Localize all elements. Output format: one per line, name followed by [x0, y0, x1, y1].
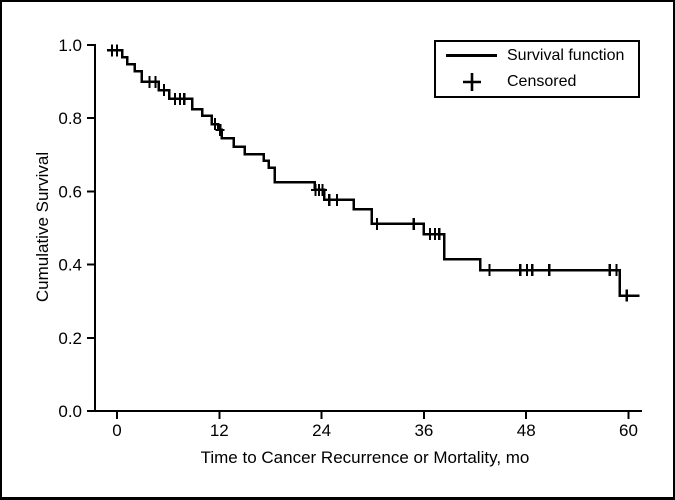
- line-marker-icon: [436, 54, 507, 58]
- legend-item-censored: Censored: [436, 70, 638, 95]
- legend-item-survival-function: Survival function: [436, 43, 638, 68]
- plus-marker-icon: [436, 72, 507, 92]
- y-tick-label: 0.6: [58, 182, 82, 201]
- x-tick-label: 60: [619, 421, 638, 440]
- x-tick-label: 24: [312, 421, 331, 440]
- x-tick-label: 48: [517, 421, 536, 440]
- x-tick-label: 12: [210, 421, 229, 440]
- y-tick-label: 0.0: [58, 402, 82, 421]
- axes-layer: 0.0 0.2 0.4 0.6 0.8 1.0 0 12 24 36 48 60: [58, 36, 642, 440]
- x-tick-label: 0: [112, 421, 121, 440]
- legend-label: Survival function: [507, 46, 625, 64]
- legend-label: Censored: [507, 73, 577, 91]
- y-tick-label: 0.4: [58, 256, 82, 275]
- x-axis-title: Time to Cancer Recurrence or Mortality, …: [200, 448, 530, 467]
- censor-marks-layer: [107, 44, 632, 302]
- x-tick-label: 36: [414, 421, 433, 440]
- y-axis-title: Cumulative Survival: [33, 151, 52, 303]
- y-tick-label: 0.2: [58, 329, 82, 348]
- y-tick-label: 1.0: [58, 36, 82, 55]
- legend: Survival function Censored: [434, 40, 640, 98]
- y-tick-label: 0.8: [58, 109, 82, 128]
